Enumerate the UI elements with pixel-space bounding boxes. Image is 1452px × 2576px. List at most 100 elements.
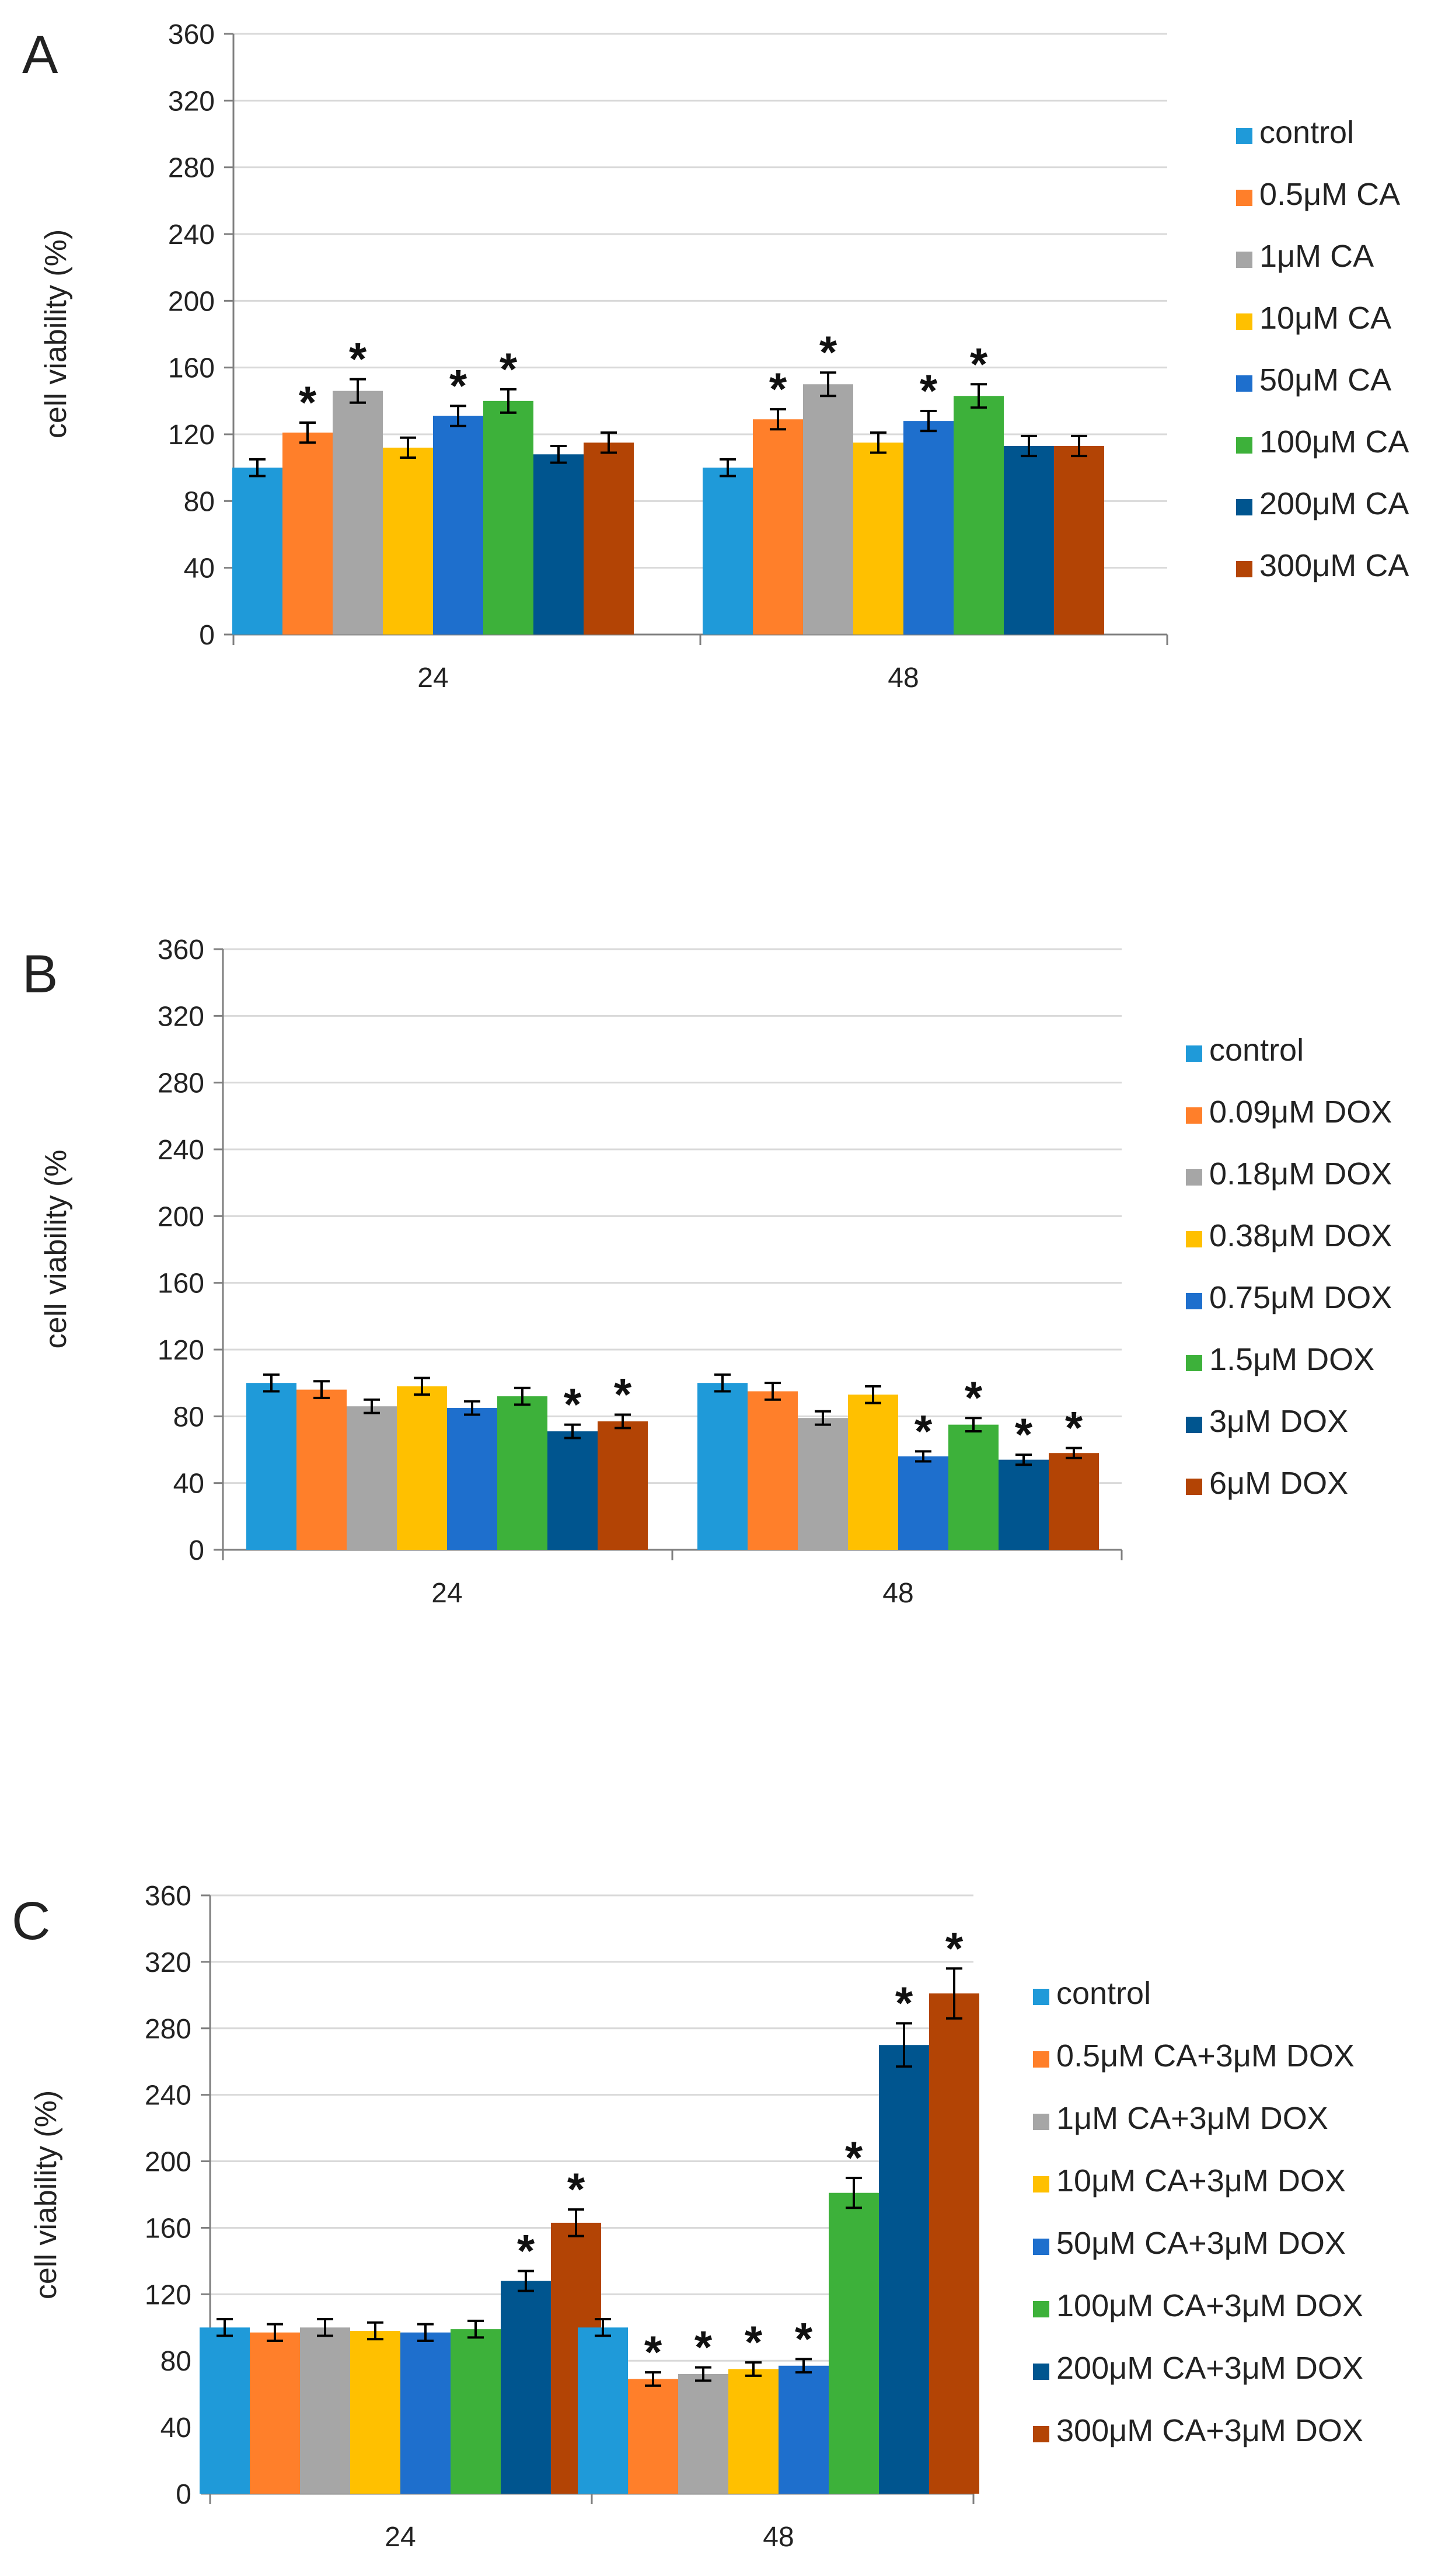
panel-a-bar <box>282 433 333 635</box>
panel-a-legend-label: 1μM CA <box>1259 239 1374 274</box>
panel-c-bar <box>200 2327 250 2494</box>
panel-b-legend-swatch <box>1186 1355 1202 1371</box>
panel-a-significance-star: * <box>769 363 787 414</box>
panel-a-legend-label: control <box>1259 115 1354 150</box>
panel-a-ytick-label: 320 <box>168 86 215 117</box>
panel-b-legend-swatch <box>1186 1479 1202 1495</box>
panel-b-legend-swatch <box>1186 1417 1202 1433</box>
panel-c-bar <box>779 2365 829 2494</box>
panel-b-legend-label: 6μM DOX <box>1209 1466 1348 1501</box>
panel-c-significance-star: * <box>745 2316 763 2368</box>
panel-c-significance-star: * <box>845 2132 863 2183</box>
panel-a-bar <box>1054 446 1104 635</box>
panel-c-bar <box>300 2327 350 2494</box>
panel-c-legend-label: control <box>1056 1976 1151 2011</box>
panel-c-bar <box>628 2379 678 2494</box>
panel-a-significance-star: * <box>970 338 988 389</box>
panel-b-bar <box>397 1386 447 1550</box>
panel-a-bar <box>483 400 533 635</box>
panel-a-bar <box>753 419 803 635</box>
panel-a-bar <box>1004 446 1054 635</box>
panel-b-bar <box>497 1396 547 1550</box>
panel-b-significance-star: * <box>915 1405 933 1456</box>
panel-a-legend-swatch <box>1236 375 1252 392</box>
panel-a-bar <box>703 468 753 635</box>
panel-b-significance-star: * <box>1065 1402 1083 1453</box>
panel-a-legend-label: 100μM CA <box>1259 424 1409 459</box>
panel-b-legend-label: 0.38μM DOX <box>1209 1218 1392 1253</box>
panel-a-bar <box>333 391 383 635</box>
panel-b-legend-label: 0.09μM DOX <box>1209 1094 1392 1130</box>
panel-a-significance-star: * <box>449 360 467 411</box>
panel-c-legend-label: 50μM CA+3μM DOX <box>1056 2226 1346 2261</box>
panel-c-xtick-label: 24 <box>385 2522 416 2553</box>
panel-c-legend-label: 200μM CA+3μM DOX <box>1056 2351 1363 2386</box>
panel-c-legend-label: 0.5μM CA+3μM DOX <box>1056 2038 1355 2073</box>
panel-a-bar <box>533 454 584 635</box>
panel-a-legend-label: 10μM CA <box>1259 301 1391 336</box>
panel-c-legend-swatch <box>1033 2426 1049 2442</box>
panel-b-legend-swatch <box>1186 1231 1202 1247</box>
panel-a-ytick-label: 360 <box>168 19 215 50</box>
panel-c-ytick-label: 240 <box>145 2080 191 2111</box>
panel-b-ytick-label: 80 <box>173 1402 204 1432</box>
panel-a-ytick-label: 160 <box>168 353 215 384</box>
panel-a-bar <box>853 442 903 635</box>
panel-b-ytick-label: 240 <box>158 1135 204 1166</box>
panel-c-legend-label: 100μM CA+3μM DOX <box>1056 2288 1363 2323</box>
panel-c-ytick-label: 200 <box>145 2147 191 2178</box>
panel-c-ytick-label: 320 <box>145 1947 191 1978</box>
panel-a-legend-swatch <box>1236 437 1252 454</box>
panel-a-legend-label: 300μM CA <box>1259 548 1409 583</box>
panel-c-significance-star: * <box>945 1922 964 1974</box>
panel-c-significance-star: * <box>795 2313 813 2364</box>
panel-b-bar <box>697 1383 748 1550</box>
panel-c-ytick-label: 360 <box>145 1881 191 1912</box>
panel-b-legend-label: control <box>1209 1033 1304 1068</box>
panel-a-ytick-label: 80 <box>184 486 215 517</box>
panel-a-significance-star: * <box>299 377 317 428</box>
panel-c-legend-label: 10μM CA+3μM DOX <box>1056 2163 1346 2198</box>
panel-b-bar <box>1049 1453 1099 1550</box>
panel-b-xtick-label: 24 <box>431 1578 462 1609</box>
panel-b-ytick-label: 0 <box>189 1535 204 1566</box>
panel-a-ytick-label: 240 <box>168 219 215 250</box>
panel-b-significance-star: * <box>614 1368 632 1420</box>
panel-a-letter: A <box>22 25 58 85</box>
panel-b-ytick-label: 120 <box>158 1335 204 1366</box>
panel-a-bar <box>803 384 853 635</box>
panel-a-xtick-label: 24 <box>417 663 448 693</box>
panel-a-significance-star: * <box>349 333 367 385</box>
panel-a-xtick-label: 48 <box>888 663 919 693</box>
panel-c-ytick-label: 160 <box>145 2213 191 2244</box>
panel-a-bar <box>903 421 954 635</box>
panel-a-significance-star: * <box>819 326 837 378</box>
panel-c-ytick-label: 0 <box>176 2479 191 2510</box>
panel-c-letter: C <box>12 1891 50 1951</box>
panel-c-bar <box>501 2281 551 2494</box>
panel-c-ytick-label: 280 <box>145 2014 191 2045</box>
panel-b-legend-swatch <box>1186 1293 1202 1309</box>
panel-b-bar <box>948 1424 999 1550</box>
panel-b-significance-star: * <box>965 1372 983 1423</box>
panel-a-legend-swatch <box>1236 499 1252 515</box>
panel-a-legend-swatch <box>1236 313 1252 330</box>
panel-b-legend-swatch <box>1186 1169 1202 1186</box>
panel-c-legend-swatch <box>1033 2051 1049 2068</box>
panel-c-bar <box>728 2369 779 2494</box>
panel-b-y-axis-label: cell viability (% <box>39 1150 73 1349</box>
panel-b-bar <box>999 1459 1049 1550</box>
panel-a-ytick-label: 40 <box>184 553 215 584</box>
panel-b-bar <box>748 1391 798 1550</box>
panel-a-ytick-label: 280 <box>168 153 215 184</box>
panel-b-ytick-label: 200 <box>158 1201 204 1232</box>
panel-b-xtick-label: 48 <box>882 1578 913 1609</box>
panel-c-legend-swatch <box>1033 2176 1049 2192</box>
panel-b-ytick-label: 360 <box>158 935 204 965</box>
panel-c-legend-swatch <box>1033 2239 1049 2255</box>
panel-a-legend-label: 50μM CA <box>1259 362 1391 398</box>
panel-b-legend-label: 1.5μM DOX <box>1209 1342 1374 1377</box>
panel-a-legend-swatch <box>1236 252 1252 268</box>
panel-b-bar <box>296 1389 347 1550</box>
